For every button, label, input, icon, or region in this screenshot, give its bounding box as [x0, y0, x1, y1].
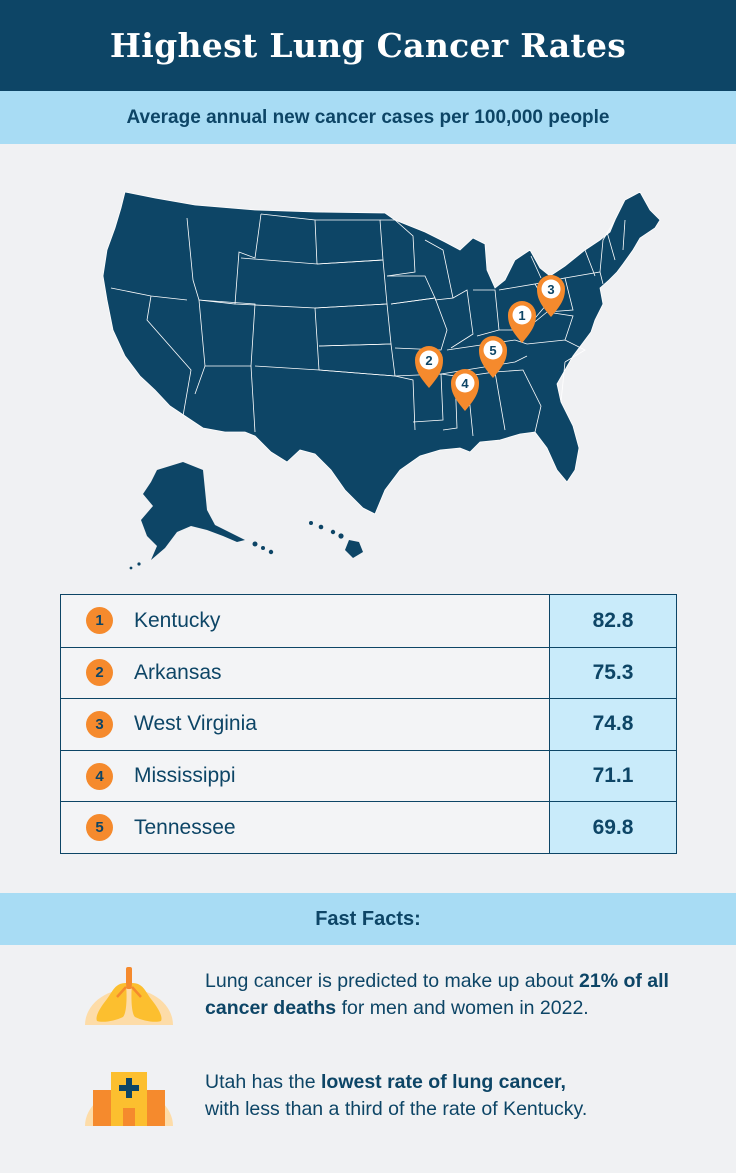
rate-value: 74.8 [550, 699, 676, 750]
table-cell-state: 5 Tennessee [61, 802, 550, 853]
rank-badge: 5 [86, 814, 113, 842]
table-row: 2 Arkansas 75.3 [61, 646, 676, 699]
alaska-islands [129, 541, 274, 570]
map-marker-4: 4 [451, 369, 479, 411]
rate-value: 75.3 [550, 647, 676, 699]
title-bar: Highest Lung Cancer Rates [0, 0, 736, 91]
rank-badge: 2 [86, 659, 113, 687]
map-marker-2: 2 [415, 346, 443, 388]
page-subtitle: Average annual new cancer cases per 100,… [126, 106, 610, 128]
map-marker-1: 1 [508, 301, 536, 343]
alaska-shape [141, 462, 245, 560]
hospital-icon [85, 1072, 173, 1126]
table-row: 1 Kentucky 82.8 [61, 595, 676, 647]
rates-table: 1 Kentucky 82.8 2 Arkansas 75.3 3 West V… [60, 594, 677, 854]
table-cell-state: 3 West Virginia [61, 699, 550, 750]
table-cell-state: 2 Arkansas [61, 647, 550, 699]
fast-facts-title: Fast Facts: [315, 907, 421, 930]
table-cell-state: 4 Mississippi [61, 750, 550, 802]
map-marker-5: 5 [479, 336, 507, 378]
rate-value: 69.8 [550, 802, 676, 853]
fact-text-plain: Utah has the [205, 1071, 321, 1093]
rate-value: 71.1 [550, 750, 676, 802]
state-name: Kentucky [134, 608, 221, 632]
fact-text-plain: with less than a third of the rate of Ke… [205, 1098, 588, 1120]
map-marker-4-label: 4 [461, 376, 469, 391]
fact-text: Utah has the lowest rate of lung cancer,… [205, 1069, 587, 1123]
fact-item: Lung cancer is predicted to make up abou… [85, 965, 695, 1025]
page-title: Highest Lung Cancer Rates [109, 26, 627, 65]
table-cell-state: 1 Kentucky [61, 595, 550, 647]
fact-text-bold: lowest rate of lung cancer, [321, 1071, 566, 1093]
fact-text-plain: for men and women in 2022. [336, 997, 589, 1019]
rank-badge: 4 [86, 762, 113, 790]
map-marker-3: 3 [537, 275, 565, 317]
rank-badge: 1 [86, 607, 113, 635]
hawaii-shape [309, 521, 363, 558]
lungs-icon [85, 967, 173, 1025]
state-name: Arkansas [134, 660, 222, 684]
fact-text-bold: 21% of all cancer deaths [205, 970, 669, 1019]
subtitle-bar: Average annual new cancer cases per 100,… [0, 91, 736, 144]
map-marker-1-label: 1 [518, 308, 525, 323]
map-marker-5-label: 5 [489, 343, 496, 358]
rate-value: 82.8 [550, 595, 676, 647]
table-row: 3 West Virginia 74.8 [61, 698, 676, 750]
us-map: 1 2 3 4 5 [95, 180, 680, 575]
state-name: West Virginia [134, 712, 257, 736]
fact-text-plain: Lung cancer is predicted to make up abou… [205, 970, 579, 992]
fast-facts-bar: Fast Facts: [0, 893, 736, 945]
table-row: 4 Mississippi 71.1 [61, 749, 676, 802]
map-marker-2-label: 2 [425, 353, 432, 368]
state-name: Mississippi [134, 764, 236, 788]
rank-badge: 3 [86, 710, 113, 738]
contiguous-us-shape [102, 191, 661, 515]
state-name: Tennessee [134, 815, 236, 839]
map-marker-3-label: 3 [547, 282, 554, 297]
fact-text: Lung cancer is predicted to make up abou… [205, 968, 695, 1022]
table-row: 5 Tennessee 69.8 [61, 801, 676, 853]
us-map-graphic: 1 2 3 4 5 [102, 191, 661, 570]
fact-item: Utah has the lowest rate of lung cancer,… [85, 1066, 695, 1126]
